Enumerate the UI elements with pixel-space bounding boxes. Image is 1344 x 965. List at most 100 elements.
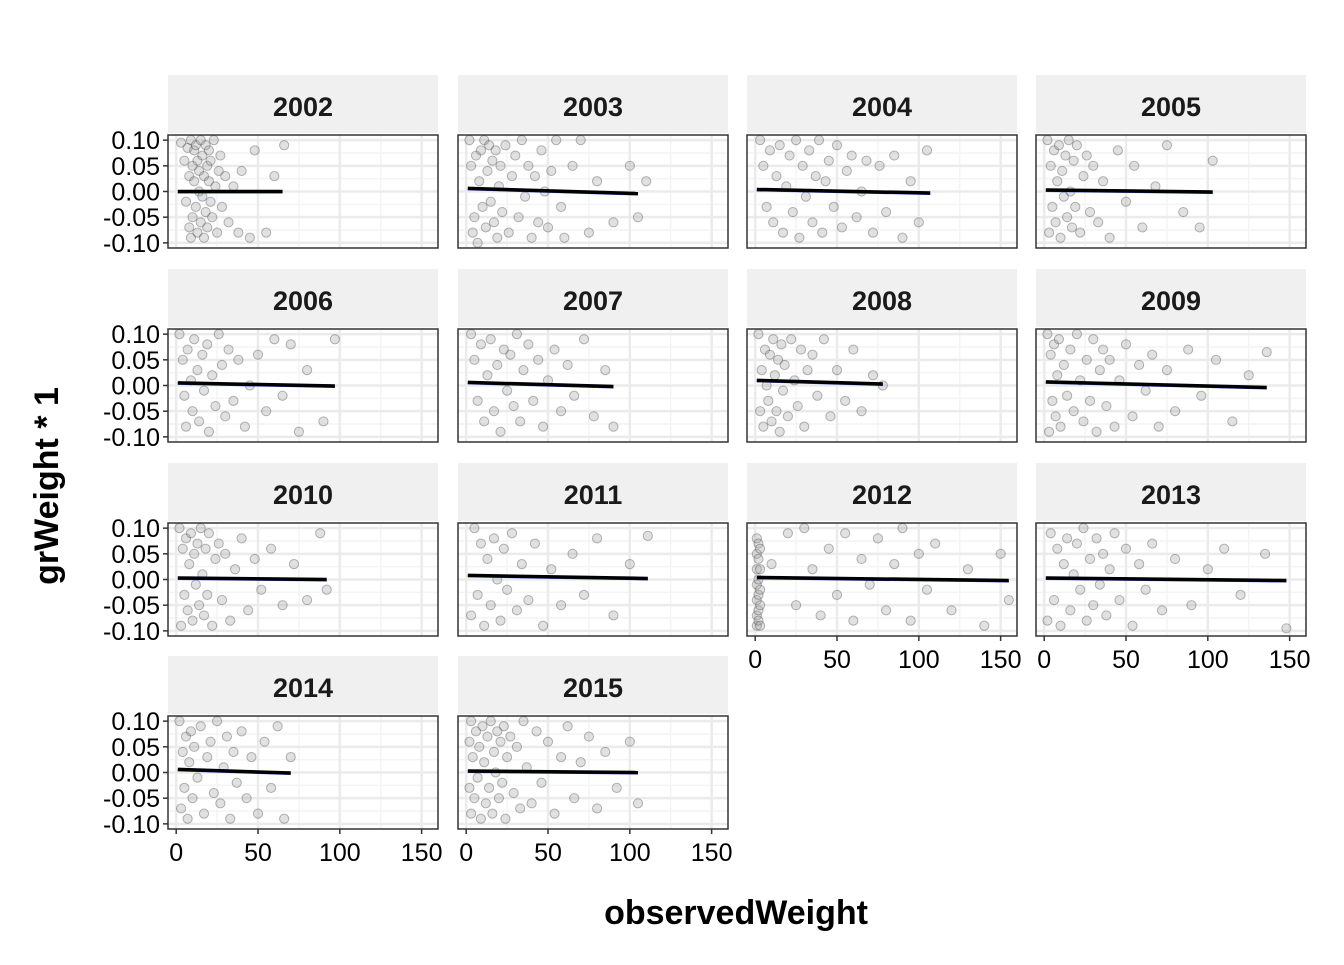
data-point [1071, 140, 1083, 151]
data-point [1140, 584, 1151, 595]
data-point [492, 726, 503, 737]
data-point [979, 620, 990, 631]
data-point [555, 751, 567, 763]
data-point [488, 217, 500, 228]
data-point [272, 721, 283, 732]
facet-strip [458, 656, 728, 714]
data-point [505, 731, 516, 742]
x-tick-label: 100 [609, 839, 651, 867]
data-point [472, 589, 483, 601]
panel-border [457, 134, 729, 249]
data-point [470, 150, 482, 161]
data-point [1129, 160, 1140, 171]
x-tick-label: 150 [401, 839, 443, 867]
data-point [487, 808, 498, 819]
facet-panel-2010: 2010 -0.10-0.050.000.050.10 [103, 463, 439, 646]
data-point [198, 808, 210, 819]
data-point [210, 553, 221, 565]
data-point [480, 222, 491, 233]
y-tick-label: 0.10 [111, 321, 160, 349]
data-point [200, 140, 211, 151]
data-point [511, 605, 523, 616]
data-point [1084, 395, 1096, 407]
data-point [1109, 528, 1120, 539]
data-point [477, 721, 488, 732]
data-point [207, 212, 218, 223]
facet-strip [458, 463, 728, 521]
data-point [591, 176, 603, 187]
fit-line [756, 187, 931, 195]
data-point [1078, 416, 1089, 427]
data-point [1178, 206, 1189, 218]
data-point [288, 558, 300, 570]
data-point [551, 135, 562, 146]
panel-border [457, 715, 729, 830]
data-point [537, 421, 549, 432]
data-point [465, 610, 477, 621]
fit-line [1045, 380, 1267, 390]
y-tick-label: -0.10 [103, 230, 160, 258]
data-point [515, 416, 526, 427]
facet-panel-2011: 2011 [457, 463, 729, 637]
data-point [477, 201, 488, 213]
data-point [467, 227, 478, 238]
data-point [810, 170, 821, 182]
data-point [480, 798, 491, 809]
data-point [1075, 584, 1086, 595]
facet-strip [168, 269, 438, 327]
data-point [228, 181, 239, 192]
panel-border [746, 328, 1018, 443]
facet-strip [747, 463, 1017, 521]
data-point [583, 731, 595, 742]
data-point [175, 137, 187, 148]
data-point [624, 736, 635, 747]
data-point [474, 176, 485, 187]
data-point [813, 135, 825, 146]
data-point [1259, 548, 1271, 559]
data-point [608, 217, 619, 228]
data-point [285, 751, 296, 763]
data-point [487, 155, 498, 166]
data-point [913, 548, 924, 559]
data-point [529, 538, 541, 549]
data-point [498, 344, 509, 355]
data-point [754, 135, 766, 146]
data-point [241, 793, 252, 804]
data-point [1058, 359, 1069, 371]
data-point [774, 140, 785, 151]
data-point [897, 232, 908, 243]
data-point [498, 543, 509, 554]
data-point [1042, 615, 1053, 626]
data-point [905, 176, 916, 187]
data-point [179, 155, 190, 166]
data-point [197, 150, 208, 161]
data-point [555, 406, 567, 417]
data-point [236, 533, 247, 544]
data-point [523, 160, 534, 171]
data-point [208, 135, 219, 146]
data-point [1097, 344, 1109, 355]
data-point [523, 339, 534, 350]
data-point [472, 237, 483, 248]
data-point [753, 605, 764, 616]
data-point [1052, 543, 1063, 554]
data-point [1045, 349, 1056, 360]
data-point [508, 787, 519, 799]
data-point [1050, 411, 1061, 422]
data-point [203, 176, 215, 187]
y-tick-label: 0.05 [111, 734, 160, 762]
data-point [575, 135, 586, 146]
data-point [216, 594, 228, 606]
x-tick-label: 50 [1112, 646, 1140, 674]
data-point [193, 600, 205, 611]
data-point [213, 329, 224, 340]
data-point [1088, 600, 1099, 611]
fit-line [1045, 576, 1287, 583]
data-point [1120, 196, 1132, 207]
data-point [1052, 370, 1063, 381]
data-point [485, 716, 496, 727]
data-point [962, 564, 974, 575]
data-point [208, 787, 219, 799]
facet-panel-2012: 2012 0 50 100 150 [746, 463, 1021, 674]
